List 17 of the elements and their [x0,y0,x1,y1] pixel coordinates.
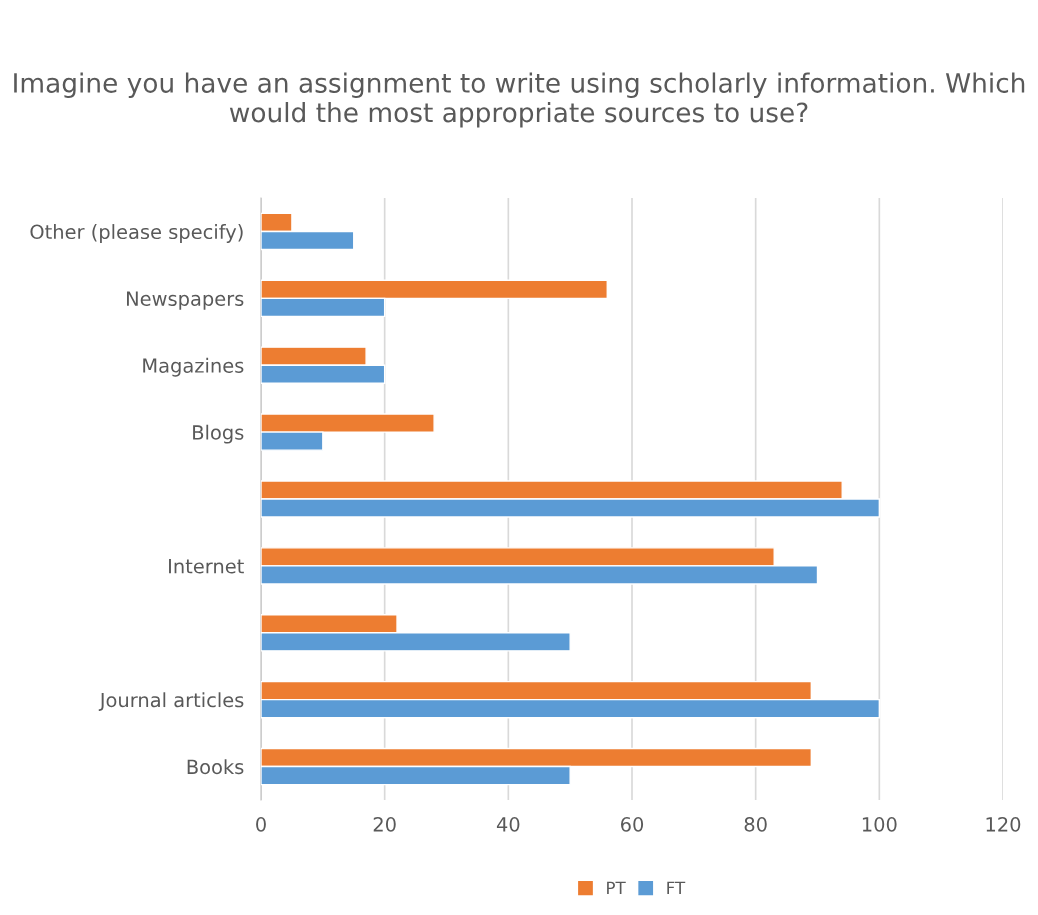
y-tick-label: Blogs [193,424,244,444]
y-tick-label: Books [187,759,244,775]
x-tick-label: 20 [373,817,396,832]
y-tick-label: Magazines [143,357,244,377]
y-tick-label: Other (please specify) [30,224,243,243]
x-tick-label: 120 [986,817,1021,832]
x-tick-label: 60 [620,817,644,832]
x-tick-label: 0 [256,817,266,832]
x-tick-label: 40 [496,817,520,832]
legend-label: FT [667,881,686,894]
y-tick-label: Newspapers [127,291,244,310]
y-tick-label: Internet [169,559,244,574]
legend-label: PT [607,881,626,894]
chart-title: Imagine you have an assignment to write using scholarly information. Which would the most appropriate sources to use? [14,72,1025,128]
y-tick-label: Journal articles [98,692,244,711]
x-tick-label: 100 [862,817,897,832]
x-tick-label: 80 [744,817,767,832]
